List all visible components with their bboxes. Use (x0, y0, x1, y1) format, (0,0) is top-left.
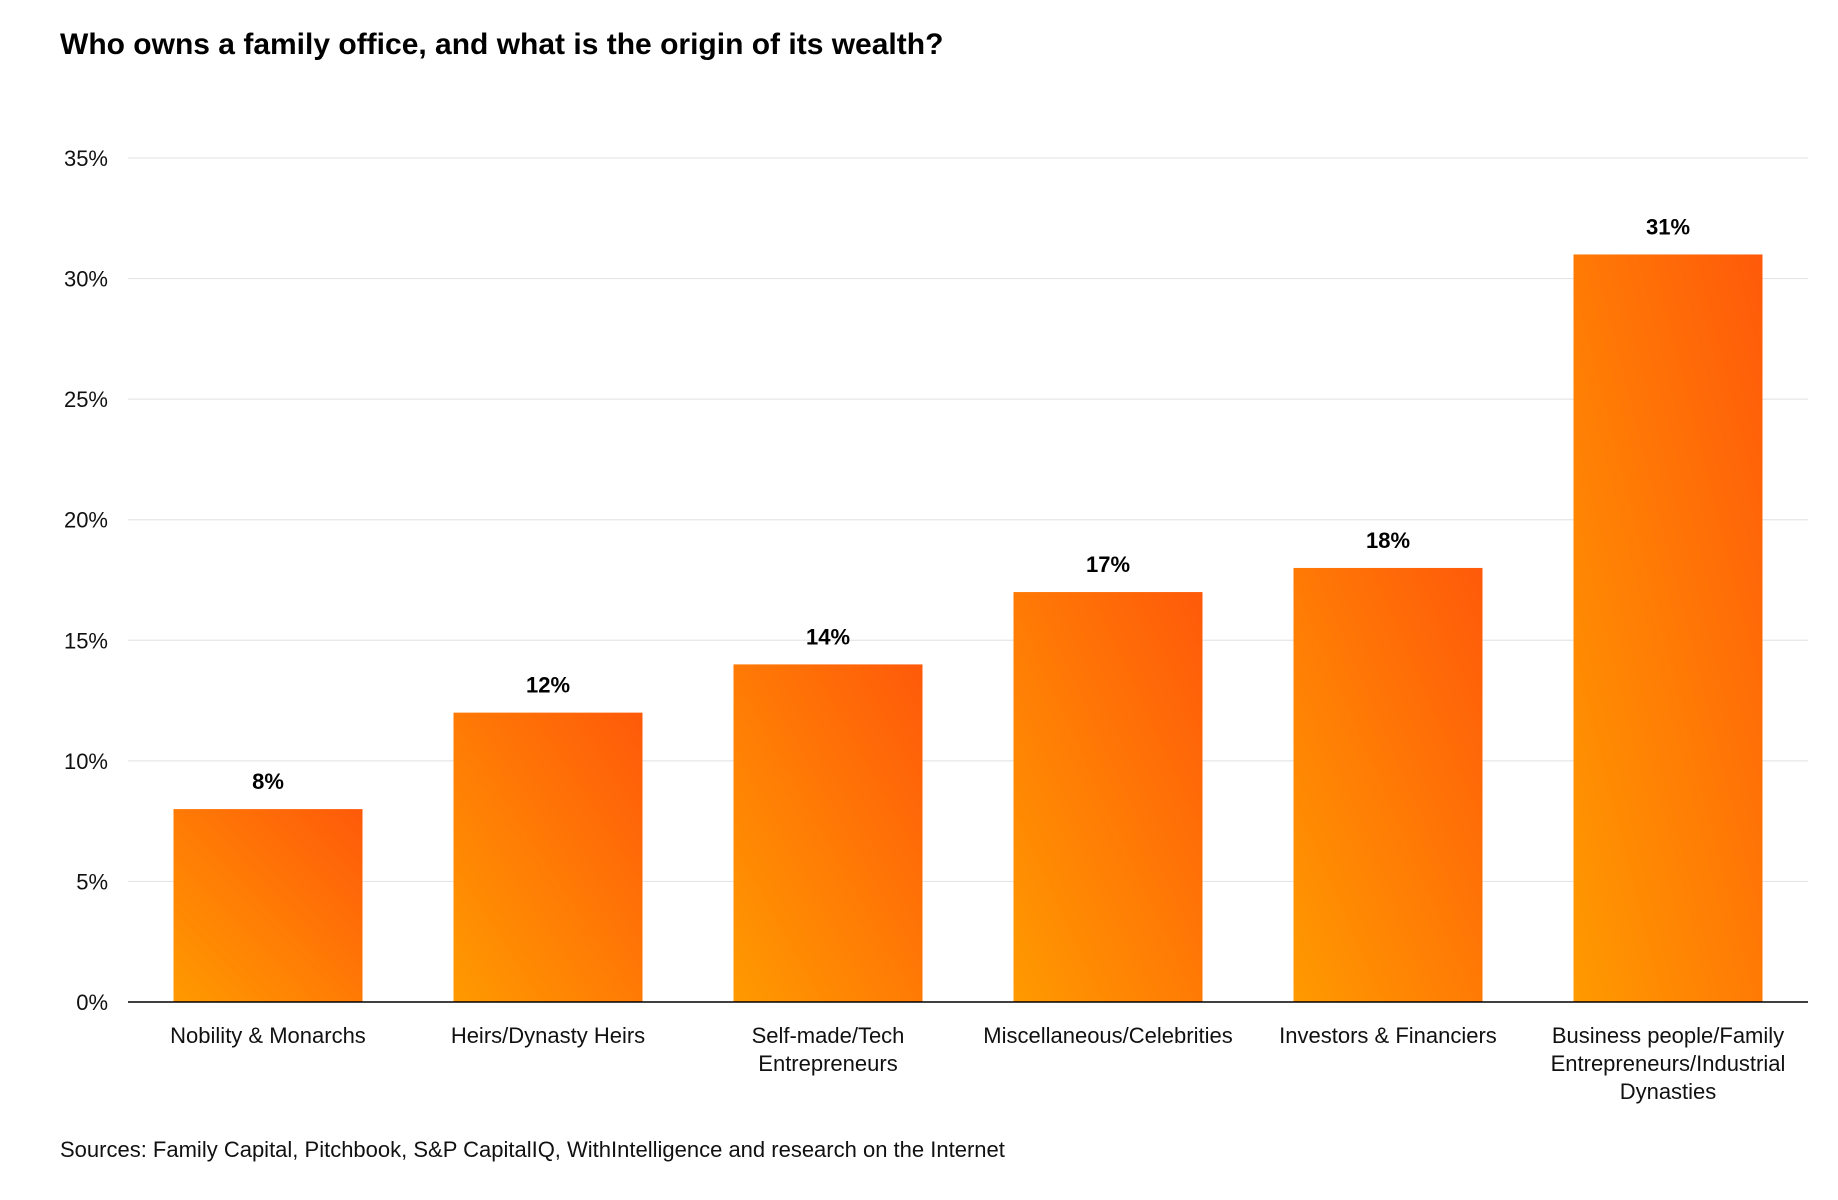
category-label: Heirs/Dynasty Heirs (451, 1023, 645, 1048)
gridlines (128, 157, 1808, 883)
y-tick-label: 30% (64, 267, 108, 292)
y-tick-label: 0% (76, 990, 108, 1015)
data-label: 31% (1646, 214, 1690, 239)
data-label: 12% (526, 673, 570, 698)
bar (173, 809, 363, 1002)
category-label: Business people/Family Entrepreneurs/Indu… (1551, 1023, 1786, 1104)
y-tick-label: 35% (64, 146, 108, 171)
data-label: 18% (1366, 528, 1410, 553)
y-tick-label: 5% (76, 869, 108, 894)
y-tick-label: 15% (64, 628, 108, 653)
data-labels: 8% 12% 14% 17% 18% 31% (252, 214, 1690, 794)
y-tick-label: 20% (64, 508, 108, 533)
bar (453, 712, 643, 1002)
data-label: 14% (806, 624, 850, 649)
data-label: 17% (1086, 552, 1130, 577)
bars (173, 254, 1763, 1002)
category-label: Miscellaneous/Celebrities (983, 1023, 1232, 1048)
y-tick-label: 10% (64, 749, 108, 774)
category-label: Investors & Financiers (1279, 1023, 1497, 1048)
y-axis-ticks: 0% 5% 10% 15% 20% 25% 30% 35% (64, 146, 108, 1015)
y-tick-label: 25% (64, 387, 108, 412)
chart-title: Who owns a family office, and what is th… (60, 28, 944, 61)
data-label: 8% (252, 769, 284, 794)
category-labels: Nobility & Monarchs Heirs/Dynasty Heirs Se… (170, 1023, 1785, 1104)
bar (733, 664, 923, 1002)
chart-source: Sources: Family Capital, Pitchbook, S&P … (60, 1137, 1005, 1162)
bar (1013, 592, 1203, 1002)
bar (1293, 567, 1483, 1002)
bar (1573, 254, 1763, 1002)
category-label: Self-made/Tech Entrepreneurs (752, 1023, 905, 1076)
category-label: Nobility & Monarchs (170, 1023, 366, 1048)
